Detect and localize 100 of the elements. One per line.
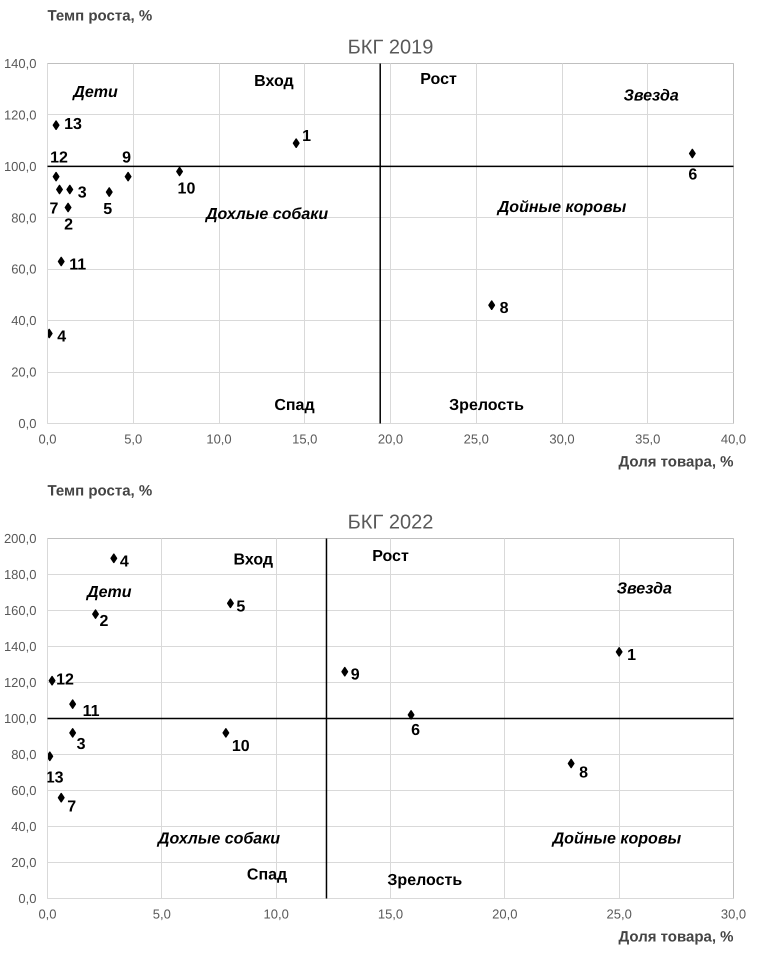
x-tick-label: 30,0 xyxy=(720,906,746,922)
y-tick-label: 160,0 xyxy=(4,603,37,618)
y-tick-label: 120,0 xyxy=(4,675,37,690)
x-tick-label: 15,0 xyxy=(378,906,404,922)
point xyxy=(58,256,65,266)
chart-title: БКГ 2019 xyxy=(348,36,434,58)
annotation: 7 xyxy=(50,200,59,218)
annotation: 6 xyxy=(411,722,420,739)
y-tick-label: 60,0 xyxy=(11,783,37,798)
annotation: 3 xyxy=(76,736,86,753)
annotation: 4 xyxy=(120,553,129,570)
x-tick-label: 0,0 xyxy=(38,432,57,446)
point xyxy=(64,202,72,212)
x-axis-title: Доля товара, % xyxy=(618,454,734,470)
annotation: Звезда xyxy=(624,87,679,104)
point xyxy=(226,598,234,608)
y-tick-label: 140,0 xyxy=(4,639,37,654)
x-tick-label: 30,0 xyxy=(549,432,575,446)
annotation: 2 xyxy=(64,216,74,234)
x-tick-label: 20,0 xyxy=(492,906,518,922)
y-tick-label: 80,0 xyxy=(11,747,37,762)
annotation: 8 xyxy=(579,764,588,782)
y-tick-label: 0,0 xyxy=(18,416,37,431)
annotation: Спад xyxy=(274,397,315,414)
y-tick-label: 80,0 xyxy=(11,210,37,226)
x-tick-label: 25,0 xyxy=(606,906,632,922)
point xyxy=(69,699,76,710)
chart-title: БКГ 2022 xyxy=(348,512,434,534)
y-tick-label: 200,0 xyxy=(4,531,37,546)
y-tick-label: 40,0 xyxy=(11,819,37,834)
annotation: 7 xyxy=(67,798,76,816)
point xyxy=(66,184,74,194)
annotation: Дойные коровы xyxy=(550,830,682,848)
point xyxy=(568,758,575,768)
annotation: 11 xyxy=(69,256,86,274)
annotation: 10 xyxy=(232,738,250,755)
x-tick-label: 0,0 xyxy=(38,906,57,922)
x-tick-label: 25,0 xyxy=(464,432,489,446)
point xyxy=(341,666,348,677)
annotation: Дохлые собаки xyxy=(156,830,280,848)
annotation: Дети xyxy=(71,84,118,101)
point xyxy=(56,184,64,194)
point xyxy=(58,792,65,803)
annotation: Спад xyxy=(246,866,288,884)
y-axis-title: Темп роста, % xyxy=(48,482,152,500)
y-tick-label: 180,0 xyxy=(4,567,37,582)
annotation: 1 xyxy=(302,128,312,146)
y-tick-label: 40,0 xyxy=(11,313,37,328)
point xyxy=(106,187,113,198)
annotation: Вход xyxy=(254,73,294,90)
annotation: 11 xyxy=(82,703,100,720)
y-axis-title: Темп роста, % xyxy=(48,8,152,24)
annotation: 4 xyxy=(57,328,66,346)
annotation: Рост xyxy=(372,548,409,565)
point xyxy=(176,166,184,176)
annotation: 1 xyxy=(627,646,636,664)
annotation: Дохлые собаки xyxy=(204,206,328,224)
annotation: Дети xyxy=(85,584,132,601)
y-tick-label: 140,0 xyxy=(4,56,37,71)
y-tick-label: 100,0 xyxy=(4,711,37,726)
annotation: 5 xyxy=(236,598,246,616)
annotation: 5 xyxy=(103,201,112,218)
annotation: 9 xyxy=(122,150,132,167)
x-axis-title: Доля товара, % xyxy=(618,928,734,946)
annotation: Вход xyxy=(234,552,274,569)
point xyxy=(688,148,696,158)
point xyxy=(52,172,60,182)
annotation: 12 xyxy=(56,672,74,689)
annotation: 12 xyxy=(50,150,68,167)
annotation: 6 xyxy=(688,166,698,184)
y-tick-label: 20,0 xyxy=(11,364,37,380)
annotation: Зрелость xyxy=(387,872,462,889)
point xyxy=(92,609,100,620)
annotation: 10 xyxy=(178,180,196,198)
point xyxy=(69,728,76,738)
point xyxy=(292,138,300,148)
annotation: Звезда xyxy=(616,580,672,598)
y-tick-label: 100,0 xyxy=(4,158,37,174)
point xyxy=(52,120,60,130)
x-tick-label: 10,0 xyxy=(264,906,289,922)
x-tick-label: 15,0 xyxy=(292,432,318,446)
annotation: 13 xyxy=(64,116,82,134)
x-tick-label: 5,0 xyxy=(124,432,142,446)
x-tick-label: 10,0 xyxy=(206,432,232,446)
annotation: 3 xyxy=(78,184,87,202)
x-tick-label: 35,0 xyxy=(635,432,660,446)
y-tick-label: 120,0 xyxy=(4,107,37,122)
y-tick-label: 0,0 xyxy=(18,891,37,906)
annotation: Зрелость xyxy=(449,397,524,414)
annotation: Рост xyxy=(420,71,457,88)
point xyxy=(488,300,496,310)
annotation: Дойные коровы xyxy=(496,199,627,216)
point xyxy=(48,676,56,686)
annotation: 2 xyxy=(100,613,109,630)
point xyxy=(616,646,623,657)
y-tick-label: 60,0 xyxy=(11,262,37,277)
point xyxy=(124,172,132,182)
x-tick-label: 20,0 xyxy=(378,432,404,446)
x-tick-label: 40,0 xyxy=(720,432,746,446)
x-tick-label: 5,0 xyxy=(152,906,171,922)
